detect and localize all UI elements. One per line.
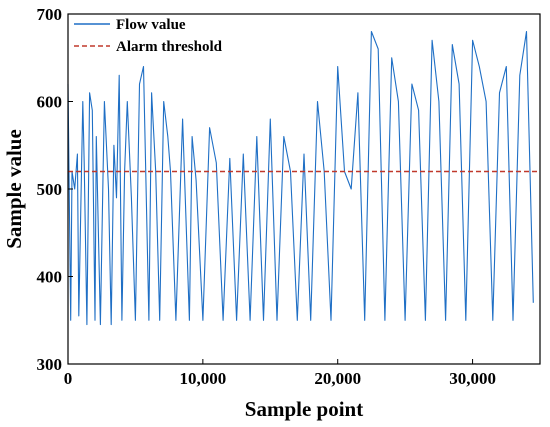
- series-layer: [67, 30, 540, 326]
- y-tick-label: 500: [37, 180, 63, 199]
- x-tick-label: 30,000: [449, 369, 496, 388]
- y-tick-label: 400: [37, 268, 63, 287]
- y-tick-label: 300: [37, 355, 63, 374]
- x-tick-label: 10,000: [179, 369, 226, 388]
- ticks-layer: 0 10,000 20,000 30,000 300 400 500 600 700: [37, 5, 496, 388]
- legend-label-flow-value: Flow value: [116, 17, 186, 33]
- x-tick-label: 0: [64, 369, 73, 388]
- plot-background: [68, 14, 540, 364]
- y-tick-label: 700: [37, 5, 63, 24]
- y-tick-label: 600: [37, 93, 63, 112]
- x-axis-title: Sample point: [245, 397, 363, 421]
- series-line-0: [67, 30, 534, 326]
- x-tick-label: 20,000: [314, 369, 361, 388]
- legend-label-alarm-threshold: Alarm threshold: [116, 39, 223, 55]
- plot-frame: [67, 13, 541, 365]
- legend: Flow value Alarm threshold: [74, 17, 223, 55]
- y-axis-title: Sample value: [2, 129, 26, 249]
